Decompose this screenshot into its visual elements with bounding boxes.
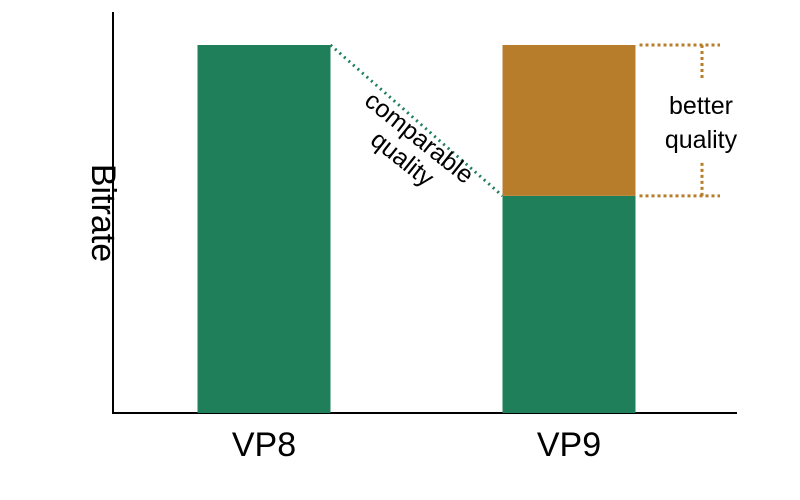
x-tick-vp9: VP9 (537, 426, 601, 464)
bar-vp8 (197, 45, 331, 413)
comparable-quality-label: comparable quality (359, 86, 479, 193)
bar-vp9-extra (502, 45, 636, 196)
bar-vp9-base (502, 195, 636, 413)
better-label-line2: quality (665, 126, 738, 154)
x-tick-vp8: VP8 (232, 426, 296, 464)
y-axis-title: Bitrate (84, 164, 122, 262)
better-quality-bracket (639, 43, 720, 198)
comparable-quality-line (329, 43, 504, 198)
better-label-line1: better (669, 92, 733, 120)
